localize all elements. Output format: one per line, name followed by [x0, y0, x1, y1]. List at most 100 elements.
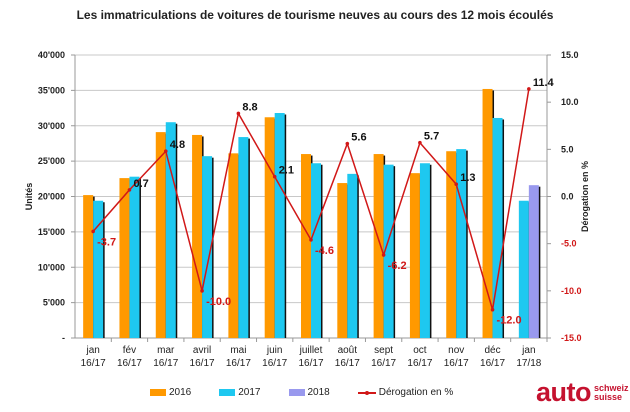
legend-label: 2016	[169, 387, 192, 398]
chart-title: Les immatriculations de voitures de tour…	[76, 8, 554, 22]
x-tick-label-month: jan	[85, 345, 99, 356]
derogation-point	[127, 188, 132, 192]
legend-swatch-2016	[150, 389, 166, 396]
legend-swatch-2017	[219, 389, 236, 396]
y2-tick-label: 0.0	[561, 192, 574, 202]
x-tick-label-period: 16/17	[153, 358, 178, 369]
y-tick-label: -	[62, 333, 65, 343]
derogation-data-label: 4.8	[170, 139, 185, 151]
y2-tick-label: 5.0	[561, 144, 574, 154]
derogation-point	[345, 141, 350, 146]
y-tick-label: 5'000	[43, 298, 65, 308]
x-tick-label-month: mai	[230, 345, 246, 356]
y-tick-label: 20'000	[38, 192, 65, 202]
bar-2016	[301, 154, 311, 338]
y-tick-label: 15'000	[38, 227, 65, 237]
derogation-data-label: 0.7	[133, 178, 148, 190]
y-tick-label: 35'000	[38, 85, 65, 95]
derogation-data-label: 11.4	[533, 77, 555, 89]
x-tick-label-period: 16/17	[190, 358, 215, 369]
y-tick-label: 25'000	[38, 156, 65, 166]
y2-tick-label: -10.0	[561, 286, 582, 296]
x-tick-label-month: avril	[193, 345, 211, 356]
derogation-data-label: 8.8	[242, 101, 257, 113]
bar-2017	[347, 173, 358, 338]
derogation-point	[490, 307, 495, 312]
x-tick-label-period: 16/17	[371, 358, 396, 369]
x-tick-label-month: juillet	[299, 345, 323, 356]
x-tick-label-month: déc	[484, 345, 500, 356]
logo-sub-text: schweiz suisse	[594, 384, 629, 402]
derogation-point	[309, 238, 313, 242]
bar-2017	[129, 176, 140, 338]
legend-item-derogation: Dérogation en %	[357, 387, 453, 398]
bar-2016	[119, 178, 130, 338]
x-tick-label-period: 17/18	[516, 358, 541, 369]
bar-2016	[337, 183, 348, 338]
bar-2016	[192, 134, 203, 338]
bar-2017	[202, 156, 213, 338]
x-tick-label-month: fév	[123, 345, 136, 356]
x-tick-label-month: juin	[266, 345, 283, 356]
x-tick-label-period: 16/17	[117, 358, 142, 369]
legend-label: 2018	[307, 387, 330, 398]
bar-2016	[446, 151, 457, 338]
x-tick-label-period: 16/17	[335, 358, 360, 369]
logo-line2: suisse	[594, 392, 623, 402]
x-tick-label-period: 16/17	[226, 358, 251, 369]
bar-2016	[228, 153, 239, 338]
derogation-point	[454, 182, 459, 187]
y2-tick-label: -15.0	[561, 333, 582, 343]
derogation-point	[418, 140, 422, 145]
x-tick-label-period: 16/17	[298, 358, 323, 369]
y2-tick-label: -5.0	[561, 239, 577, 249]
x-tick-label-month: jan	[521, 345, 535, 356]
legend-item-2016: 2016	[150, 387, 191, 398]
bar-2017	[383, 164, 394, 338]
legend-item-2018: 2018	[288, 387, 330, 398]
bar-2017	[492, 117, 503, 338]
logo-line1: schweiz	[594, 383, 629, 393]
x-tick-label-month: sept	[374, 345, 393, 356]
x-tick-label-period: 16/17	[81, 358, 106, 369]
x-tick-label-period: 16/17	[480, 358, 505, 369]
x-tick-label-month: oct	[413, 345, 427, 356]
bar-2016	[83, 195, 94, 338]
bar-2017	[165, 122, 176, 339]
derogation-point	[527, 87, 531, 91]
derogation-point	[236, 111, 241, 116]
bar-2017	[93, 200, 104, 338]
y-tick-label: 10'000	[38, 262, 65, 272]
y-tick-label: 40'000	[38, 50, 65, 60]
logo-main-text: auto	[536, 377, 592, 407]
derogation-data-label: -6.2	[388, 260, 407, 272]
legend-swatch-2018	[288, 389, 305, 396]
legend-line-swatch	[357, 390, 376, 395]
derogation-data-label: -10.0	[206, 296, 231, 308]
x-tick-label-period: 16/17	[407, 358, 432, 369]
derogation-data-label: -4.6	[315, 245, 334, 257]
x-tick-label-month: août	[338, 345, 358, 356]
derogation-data-label: 2.1	[279, 165, 294, 177]
derogation-data-label: 5.6	[351, 132, 366, 144]
bar-2017	[419, 163, 430, 338]
derogation-point	[272, 174, 277, 179]
legend-item-2017: 2017	[219, 387, 261, 398]
derogation-data-label: 5.7	[424, 131, 439, 143]
y-axis-title: Unités	[24, 183, 34, 211]
bar-2016	[155, 132, 166, 338]
bar-2016	[264, 117, 275, 338]
derogation-data-label: 1.3	[460, 172, 475, 184]
x-tick-label-month: mar	[157, 345, 175, 356]
x-tick-label-period: 16/17	[444, 358, 469, 369]
bar-2018	[528, 185, 539, 338]
bar-2016	[409, 173, 420, 338]
bar-2016	[373, 154, 384, 338]
derogation-data-label: -12.0	[497, 315, 522, 327]
bar-2017	[238, 137, 249, 338]
derogation-point	[91, 229, 95, 234]
y-tick-label: 30'000	[38, 121, 65, 131]
x-tick-label-month: nov	[448, 345, 464, 356]
legend: 2016 2017 2018 Dérogation en %	[150, 387, 481, 398]
